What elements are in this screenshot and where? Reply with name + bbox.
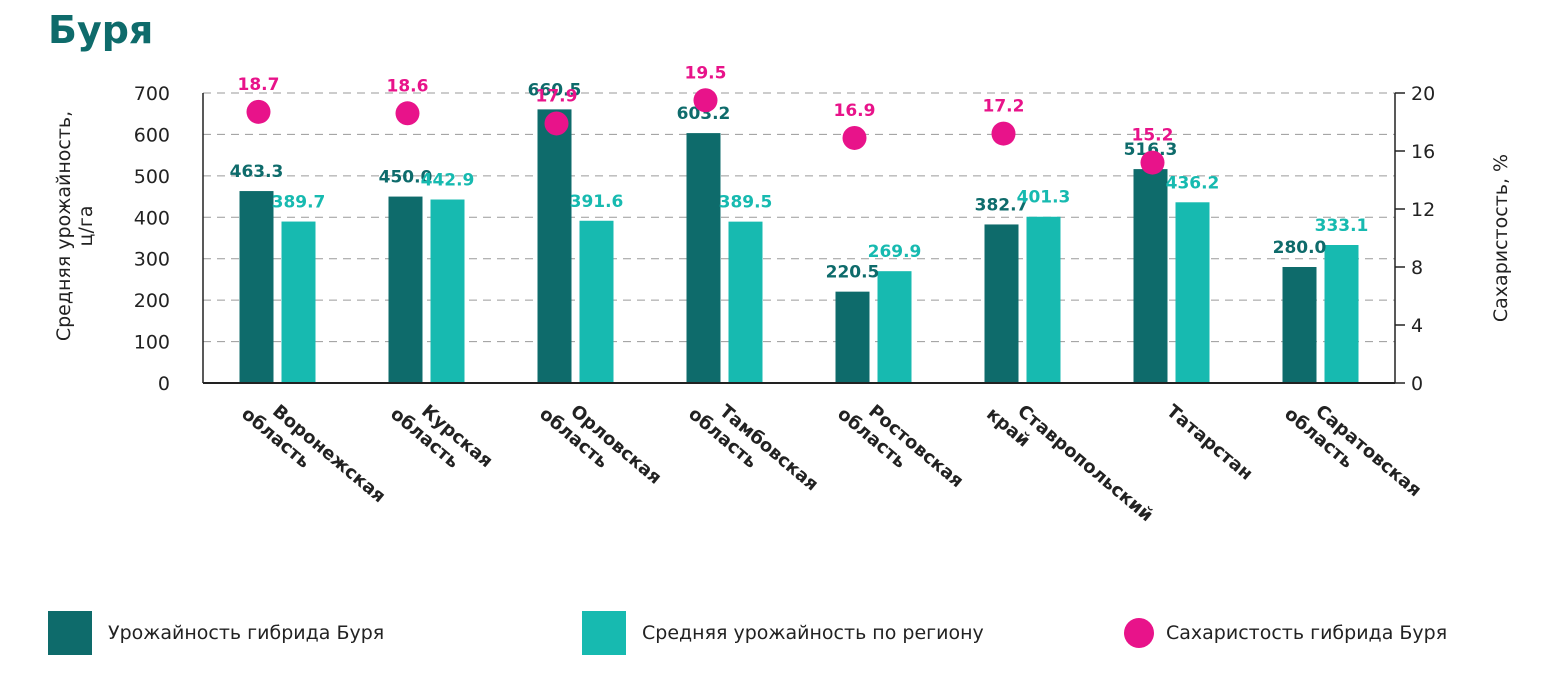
y-tick-label: 300	[134, 249, 170, 271]
y2-tick-label: 20	[1411, 83, 1435, 105]
category-label-line: Ставропольский	[1013, 401, 1157, 526]
gridlines	[203, 92, 1395, 343]
bar-label-region: 333.1	[1315, 216, 1369, 236]
bar-label-region: 401.3	[1017, 188, 1071, 208]
legend-swatch-hybrid	[48, 611, 92, 655]
bar-region	[1026, 216, 1061, 383]
bar-label-hybrid: 463.3	[230, 162, 284, 182]
category-label: Тамбовскаяобласть	[684, 387, 822, 513]
y-tick-label: 200	[134, 290, 170, 312]
y-tick-label: 100	[134, 332, 170, 354]
bar-region	[1324, 245, 1359, 383]
y2-tick-label: 4	[1411, 315, 1423, 337]
bar-label-region: 442.9	[421, 171, 475, 191]
sugar-point	[842, 125, 867, 150]
category-labels: Воронежскаяобласть Курскаяобласть Орловска…	[237, 387, 1425, 543]
sugar-point	[991, 121, 1016, 146]
sugar-label: 18.7	[238, 75, 280, 95]
y-axis-title: Средняя урожайность,ц/га	[53, 111, 97, 341]
bar-hybrid	[537, 109, 572, 383]
legend-item-region: Средняя урожайность по региону	[582, 608, 984, 658]
bar-region	[877, 271, 912, 383]
legend-dot-sugar	[1124, 618, 1154, 648]
chart: 0 100 200 300 400 500 600 700 0 4 8 12 16 20 463.3 389…	[53, 63, 1512, 543]
y2-tick-label: 16	[1411, 141, 1435, 163]
legend-label-region: Средняя урожайность по региону	[642, 622, 984, 644]
sugar-points	[246, 88, 1165, 175]
bar-label-hybrid: 450.0	[379, 168, 433, 188]
bar-hybrid	[388, 196, 423, 383]
sugar-point	[693, 88, 718, 113]
bar-region	[728, 221, 763, 383]
sugar-point	[1140, 150, 1165, 175]
tick-labels: 0 100 200 300 400 500 600 700 0 4 8 12 16 20	[134, 83, 1435, 395]
y-tick-label: 0	[158, 373, 170, 395]
bar-region	[281, 221, 316, 383]
legend-label-hybrid: Урожайность гибрида Буря	[108, 622, 385, 644]
chart-title: Буря	[48, 8, 154, 52]
y-tick-label: 400	[134, 207, 170, 229]
y2-tick-label: 8	[1411, 257, 1423, 279]
y-axis-title-line: Средняя урожайность,	[53, 111, 75, 341]
category-label: Курскаяобласть	[386, 387, 496, 489]
legend-label-sugar: Сахаристость гибрида Буря	[1166, 622, 1448, 644]
y-axis-title-line: ц/га	[75, 206, 97, 247]
bar-label-region: 269.9	[868, 242, 922, 262]
y2-axis-title: Сахаристость, %	[1490, 154, 1512, 322]
sugar-value-labels: 18.7 18.6 17.9 19.5 16.9 17.2 15.2	[238, 63, 1174, 145]
sugar-label: 17.2	[983, 97, 1025, 117]
y2-tick-label: 0	[1411, 373, 1423, 395]
bars	[239, 109, 1359, 383]
bar-label-region: 436.2	[1166, 173, 1220, 193]
axes	[202, 92, 1405, 384]
sugar-point	[544, 111, 569, 136]
sugar-label: 18.6	[387, 76, 429, 96]
category-label: Ставропольскийкрай	[982, 387, 1157, 543]
category-label: Татарстан	[1162, 401, 1256, 485]
sugar-point	[395, 101, 420, 126]
category-label: Саратовскаяобласть	[1280, 387, 1425, 518]
bar-hybrid	[686, 133, 721, 383]
bar-region	[579, 220, 614, 383]
y-tick-label: 500	[134, 166, 170, 188]
bar-label-hybrid: 382.7	[975, 195, 1029, 215]
legend: Урожайность гибрида Буря Средняя урожайн…	[0, 608, 1556, 658]
y-tick-label: 600	[134, 124, 170, 146]
bar-label-region: 389.5	[719, 193, 773, 213]
category-label: Воронежскаяобласть	[237, 387, 389, 524]
bar-label-hybrid: 220.5	[826, 263, 880, 283]
legend-swatch-region	[582, 611, 626, 655]
bar-hybrid	[239, 191, 274, 383]
bar-label-hybrid: 660.5	[528, 80, 582, 100]
bar-label-region: 391.6	[570, 192, 624, 212]
bar-hybrid	[984, 224, 1019, 383]
legend-item-sugar: Сахаристость гибрида Буря	[1124, 608, 1447, 658]
category-label: Ростовскаяобласть	[833, 387, 967, 509]
bar-region	[430, 199, 465, 383]
legend-item-hybrid: Урожайность гибрида Буря	[48, 608, 384, 658]
bar-hybrid	[1282, 267, 1317, 383]
sugar-point	[246, 99, 271, 124]
y2-tick-label: 12	[1411, 199, 1435, 221]
bar-label-region: 389.7	[272, 193, 326, 213]
sugar-label: 16.9	[834, 101, 876, 121]
y-tick-label: 700	[134, 83, 170, 105]
bar-hybrid	[835, 291, 870, 383]
bar-label-hybrid: 516.3	[1124, 140, 1178, 160]
category-label: Орловскаяобласть	[535, 387, 665, 506]
bar-label-hybrid: 603.2	[677, 104, 731, 124]
sugar-label: 17.9	[536, 86, 578, 106]
bar-hybrid	[1133, 169, 1168, 383]
category-label-line: Татарстан	[1162, 401, 1256, 485]
axis-titles: Средняя урожайность,ц/га Сахаристость, %	[53, 111, 1512, 341]
bar-label-hybrid: 280.0	[1273, 238, 1327, 258]
sugar-label: 15.2	[1132, 126, 1174, 146]
bar-region	[1175, 202, 1210, 383]
sugar-label: 19.5	[685, 63, 727, 83]
